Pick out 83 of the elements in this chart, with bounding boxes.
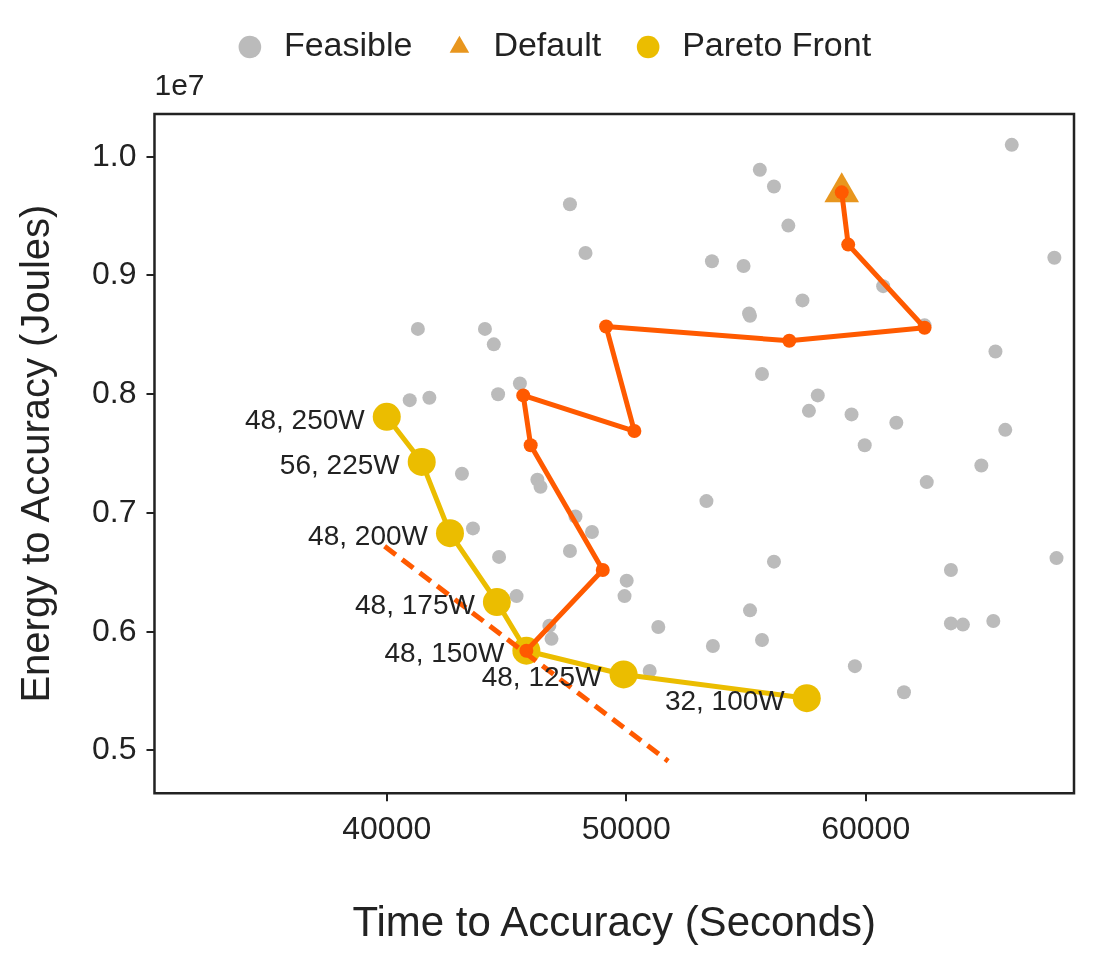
point: [609, 660, 638, 689]
point: [974, 458, 989, 473]
point: [562, 543, 577, 558]
point: [943, 616, 958, 631]
annotation: 48, 200W: [308, 519, 429, 551]
x-tick-label: 40000: [342, 810, 432, 847]
point: [512, 376, 527, 391]
point: [578, 245, 593, 260]
point: [754, 633, 769, 648]
point: [705, 638, 720, 653]
point: [410, 321, 425, 336]
point: [896, 685, 911, 700]
point: [562, 197, 577, 212]
point: [889, 415, 904, 430]
point: [627, 424, 642, 439]
point: [699, 494, 714, 509]
point: [857, 438, 872, 453]
point: [988, 344, 1003, 359]
x-tick-label: 50000: [581, 810, 671, 847]
point: [795, 293, 810, 308]
point: [407, 447, 436, 476]
point: [372, 402, 401, 431]
point: [595, 562, 610, 577]
point: [841, 237, 856, 252]
point: [781, 218, 796, 233]
annotation: 48, 250W: [244, 403, 366, 435]
text: 1e7: [154, 68, 205, 102]
y-axis-title: Energy to Accuracy (Joules): [13, 204, 58, 703]
point: [792, 684, 821, 713]
x-tick-label: 60000: [821, 810, 911, 847]
point: [998, 422, 1013, 437]
point: [1047, 250, 1062, 265]
legend-label: Feasible: [283, 25, 413, 64]
point: [533, 479, 548, 494]
point: [736, 258, 751, 273]
annotation: 32, 100W: [664, 684, 786, 716]
legend-label: Pareto Front: [682, 25, 872, 64]
point: [801, 403, 816, 418]
point: [1049, 551, 1064, 566]
y-tick-label: 0.5: [92, 730, 137, 767]
y-tick-label: 0.8: [92, 374, 137, 411]
point: [651, 619, 666, 634]
point: [599, 319, 614, 334]
point: [986, 614, 1001, 629]
point: [752, 162, 767, 177]
point: [782, 333, 797, 348]
point: [454, 466, 469, 481]
point: [486, 337, 501, 352]
point: [477, 321, 492, 336]
point: [810, 388, 825, 403]
point: [766, 554, 781, 569]
point: [847, 659, 862, 674]
point: [491, 387, 506, 402]
x-axis-title: Time to Accuracy (Seconds): [352, 898, 877, 946]
point: [1004, 137, 1019, 152]
point: [943, 562, 958, 577]
point: [704, 254, 719, 269]
y-tick-label: 0.7: [92, 492, 137, 529]
point: [919, 475, 934, 490]
point: [509, 589, 524, 604]
point: [482, 588, 511, 617]
annotation: 48, 175W: [355, 588, 476, 620]
point: [619, 573, 634, 588]
annotation: 56, 225W: [279, 448, 401, 480]
point: [402, 393, 417, 408]
point: [617, 589, 632, 604]
y-tick-label: 0.6: [92, 611, 137, 648]
point: [465, 521, 480, 536]
point: [544, 631, 559, 646]
point: [955, 617, 970, 632]
legend-label: Default: [493, 25, 602, 64]
point: [435, 519, 464, 548]
point: [844, 407, 859, 422]
y-tick-label: 0.9: [92, 255, 137, 292]
point: [754, 367, 769, 382]
point: [422, 390, 437, 405]
point: [492, 549, 507, 564]
point: [584, 524, 599, 539]
point: [516, 388, 531, 403]
point: [743, 603, 758, 618]
point: [523, 438, 538, 453]
point: [766, 179, 781, 194]
y-tick-label: 1.0: [92, 136, 137, 173]
